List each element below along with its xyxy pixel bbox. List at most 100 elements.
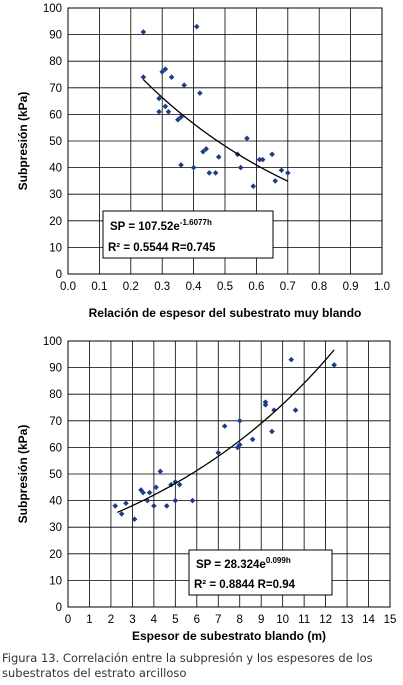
equation-box [188, 549, 333, 596]
y-tick-label: 30 [49, 189, 62, 201]
x-tick-label: 0.7 [280, 281, 296, 293]
data-point-marker [271, 407, 277, 413]
equation-line-2: R² = 0.5544 R=0.745 [108, 242, 216, 254]
y-tick-label: 30 [49, 522, 62, 534]
data-point-marker [151, 503, 157, 509]
y-tick-label: 50 [49, 469, 62, 481]
x-tick-label: 10 [276, 614, 289, 626]
x-axis-label: Relación de espesor del subestrato muy b… [89, 306, 362, 320]
data-point-marker [159, 69, 165, 75]
data-point-marker [206, 170, 213, 176]
y-tick-label: 40 [49, 496, 62, 508]
data-point-marker [249, 436, 256, 443]
gridlines [68, 341, 390, 607]
data-point-marker [236, 418, 243, 424]
data-point-marker [178, 162, 184, 168]
data-point-marker [172, 479, 179, 485]
data-point-marker [237, 164, 244, 171]
data-point-marker [157, 468, 164, 475]
data-point-marker [144, 497, 151, 504]
y-axis-label: Subpresión (kPa) [16, 425, 30, 524]
data-point-marker [162, 66, 169, 72]
data-point-marker [176, 481, 183, 488]
data-point-marker [168, 74, 175, 80]
x-tick-label: 6 [194, 614, 200, 626]
data-point-marker [256, 156, 263, 163]
data-point-marker [221, 423, 228, 429]
y-tick-labels: 0 10 20 30 40 50 60 70 80 90 100 [43, 3, 62, 281]
data-point-marker [165, 108, 172, 115]
y-tick-label: 20 [49, 216, 62, 228]
data-point-marker [112, 503, 119, 509]
y-tick-label: 90 [49, 363, 62, 375]
x-tick-label: 3 [129, 614, 135, 626]
equation-box [102, 210, 274, 259]
y-tick-label: 80 [49, 56, 62, 68]
data-point-marker [197, 90, 203, 96]
x-tick-labels: 0.0 0.1 0.2 0.3 0.4 0.5 0.6 0.7 0.8 0.9 1.0 [60, 281, 390, 293]
trend-line [117, 349, 335, 513]
data-point-marker [269, 151, 275, 158]
x-tick-label: 0.9 [343, 281, 359, 293]
x-tick-label: 2 [108, 614, 114, 626]
x-tick-label: 7 [215, 614, 221, 626]
gridlines [68, 8, 382, 274]
x-tick-label: 9 [258, 614, 264, 626]
data-point-marker [200, 148, 206, 155]
data-point-marker [236, 441, 243, 448]
data-point-marker [215, 154, 222, 160]
x-tick-label: 0.8 [311, 281, 327, 293]
x-tick-label: 0.1 [91, 281, 107, 293]
data-point-marker [331, 362, 337, 368]
x-tick-label: 12 [319, 614, 332, 626]
x-tick-label: 0.4 [186, 281, 203, 293]
data-point-marker [203, 146, 209, 152]
data-point-marker [212, 170, 219, 176]
x-tick-label: 0 [65, 614, 71, 626]
data-point-marker [193, 23, 200, 30]
y-tick-label: 10 [49, 242, 62, 254]
data-point-marker [262, 399, 269, 405]
data-point-marker [175, 116, 181, 123]
x-tick-label: 0.5 [217, 281, 233, 293]
figure-caption: Figura 13. Correlación entre la subpresi… [2, 651, 402, 681]
data-point-marker [259, 156, 266, 163]
y-tick-label: 100 [43, 3, 62, 15]
data-point-marker [178, 114, 184, 120]
x-tick-label: 8 [237, 614, 243, 626]
x-tick-label: 1.0 [374, 281, 390, 293]
data-point-marker [146, 489, 153, 496]
data-point-marker [118, 511, 125, 517]
data-point-marker [269, 428, 275, 435]
caption-line-1: Figura 13. Correlación entre la subpresi… [2, 651, 373, 665]
x-tick-label: 5 [172, 614, 178, 626]
data-point-marker [140, 74, 147, 80]
data-point-marker [156, 95, 162, 102]
x-tick-label: 13 [341, 614, 354, 626]
caption-line-2: subestratos del estrato arcilloso [2, 666, 187, 680]
x-tick-labels: 0 1 2 3 4 5 6 7 8 9 10 11 12 13 14 15 [65, 614, 397, 626]
data-point-marker [244, 135, 250, 142]
data-point-marker [123, 500, 129, 507]
y-tick-label: 70 [49, 83, 62, 95]
data-points [112, 356, 337, 523]
data-point-marker [140, 29, 147, 35]
x-tick-label: 0.3 [154, 281, 170, 293]
y-tick-label: 100 [43, 336, 62, 348]
data-point-marker [138, 487, 144, 493]
y-tick-label: 20 [49, 549, 62, 561]
y-axis-label: Subpresión (kPa) [16, 92, 30, 191]
x-tick-label: 11 [298, 614, 310, 626]
y-tick-label: 90 [49, 30, 62, 42]
data-point-marker [162, 103, 169, 110]
data-point-marker [288, 356, 295, 363]
data-point-marker [285, 170, 291, 176]
equation-line-1: SP = 28.324e0.099h [196, 556, 291, 571]
data-point-marker [278, 167, 285, 174]
y-tick-label: 10 [49, 575, 62, 587]
equation-line-2: R² = 0.8844 R=0.94 [194, 579, 296, 591]
data-point-marker [189, 497, 196, 504]
